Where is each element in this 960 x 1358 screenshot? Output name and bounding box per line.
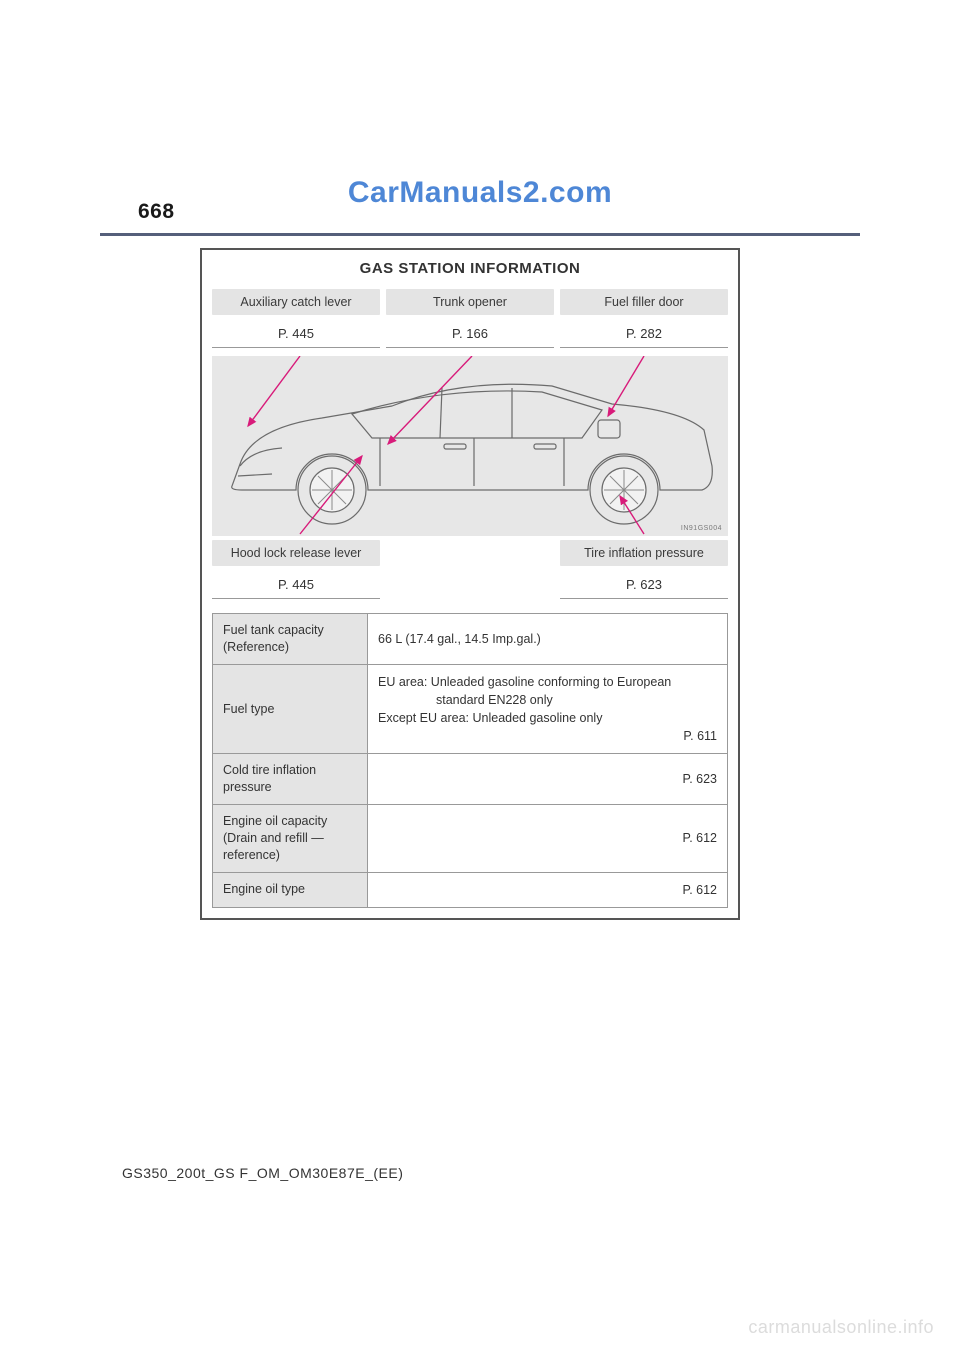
spec-key: Fuel type (213, 664, 368, 754)
callout-trunk-page: P. 166 (386, 321, 554, 348)
callouts-bottom: Hood lock release lever Tire inflation p… (202, 540, 738, 599)
spec-key: Engine oil type (213, 872, 368, 907)
callout-tire-pressure: Tire inflation pressure (560, 540, 728, 566)
spec-table: Fuel tank capacity(Reference) 66 L (17.4… (212, 613, 728, 908)
callout-fuel-filler: Fuel filler door (560, 289, 728, 315)
callout-hood-lock: Hood lock release lever (212, 540, 380, 566)
fuel-type-page: P. 611 (378, 727, 717, 745)
callout-tire-page: P. 623 (560, 572, 728, 599)
spec-key: Fuel tank capacity(Reference) (213, 614, 368, 665)
spec-value: EU area: Unleaded gasoline conforming to… (368, 664, 728, 754)
diagram-code: IN91GS004 (681, 525, 722, 532)
car-diagram: IN91GS004 (212, 356, 728, 536)
footer-code: GS350_200t_GS F_OM_OM30E87E_(EE) (122, 1165, 403, 1181)
callout-trunk-opener: Trunk opener (386, 289, 554, 315)
page-number: 668 (138, 200, 175, 224)
panel-title: GAS STATION INFORMATION (202, 250, 738, 289)
spec-value: P. 612 (368, 805, 728, 873)
spec-row-oil-type: Engine oil type P. 612 (213, 872, 728, 907)
spec-row-fuel-type: Fuel type EU area: Unleaded gasoline con… (213, 664, 728, 754)
spec-value: P. 612 (368, 872, 728, 907)
spec-row-fuel-capacity: Fuel tank capacity(Reference) 66 L (17.4… (213, 614, 728, 665)
watermark-bottom: carmanualsonline.info (748, 1317, 934, 1338)
spec-value: 66 L (17.4 gal., 14.5 Imp.gal.) (368, 614, 728, 665)
callout-aux-catch-lever: Auxiliary catch lever (212, 289, 380, 315)
spec-key: Engine oil capacity(Drain and refill —re… (213, 805, 368, 873)
header-rule (100, 233, 860, 236)
info-panel: GAS STATION INFORMATION Auxiliary catch … (200, 248, 740, 920)
manual-page: CarManuals2.com 668 GAS STATION INFORMAT… (0, 0, 960, 1358)
callout-fuel-filler-page: P. 282 (560, 321, 728, 348)
spec-value: P. 623 (368, 754, 728, 805)
car-svg (212, 356, 728, 536)
callouts-top: Auxiliary catch lever Trunk opener Fuel … (202, 289, 738, 348)
fuel-type-eu1: EU area: Unleaded gasoline conforming to… (378, 673, 717, 691)
callout-aux-catch-page: P. 445 (212, 321, 380, 348)
fuel-type-except: Except EU area: Unleaded gasoline only (378, 709, 717, 727)
callout-hood-lock-page: P. 445 (212, 572, 380, 599)
spec-row-oil-capacity: Engine oil capacity(Drain and refill —re… (213, 805, 728, 873)
spec-row-cold-tire: Cold tire inflationpressure P. 623 (213, 754, 728, 805)
fuel-type-eu2: standard EN228 only (378, 691, 717, 709)
spec-key: Cold tire inflationpressure (213, 754, 368, 805)
